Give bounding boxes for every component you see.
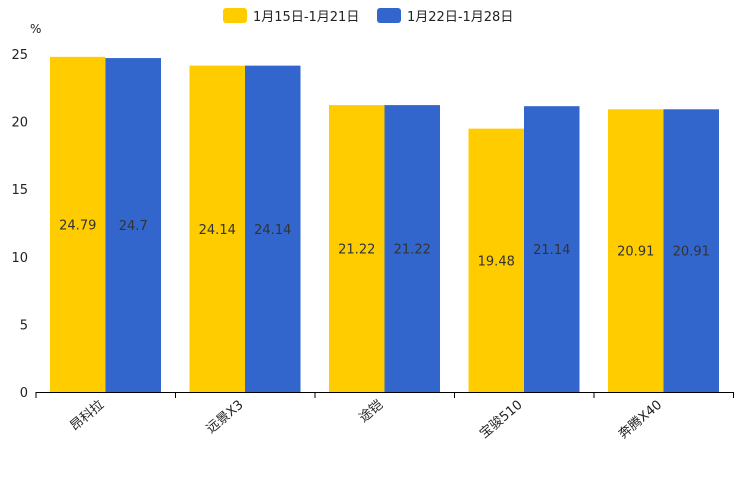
x-category-label: 远景X3: [204, 398, 247, 437]
y-tick-label: 15: [11, 183, 28, 198]
bar-s2-5[interactable]: [663, 109, 720, 392]
bar-s1-2[interactable]: [189, 65, 246, 392]
y-tick-label: 20: [11, 116, 28, 131]
y-tick-label: 5: [20, 318, 28, 333]
x-category-label: 途铠: [356, 397, 386, 426]
data-label: 21.22: [394, 243, 431, 258]
x-category-label: 宝骏510: [477, 398, 526, 442]
data-label: 24.79: [59, 218, 96, 233]
data-label: 20.91: [673, 245, 710, 260]
data-label: 21.14: [533, 243, 570, 258]
legend-swatch-2[interactable]: [377, 8, 401, 23]
bar-s1-1[interactable]: [50, 56, 106, 392]
data-label: 24.14: [199, 223, 236, 238]
bars: 24.79 24.7 24.14 24.14 21.22 21.22 19.48 21.14 2…: [50, 56, 720, 393]
data-label: 24.14: [254, 223, 291, 238]
data-label: 19.48: [478, 254, 515, 269]
bar-s1-5[interactable]: [608, 109, 664, 392]
y-tick-label: 10: [11, 251, 28, 266]
data-label: 20.91: [617, 245, 654, 260]
x-axis: 昂科拉 远景X3 途铠 宝骏510 奔腾X40: [35, 392, 734, 442]
legend-label-2[interactable]: 1月22日-1月28日: [407, 10, 513, 25]
legend: 1月15日-1月21日 1月22日-1月28日: [223, 8, 513, 25]
x-category-label: 奔腾X40: [615, 397, 665, 442]
bar-s1-3[interactable]: [329, 105, 385, 393]
y-axis: 0 5 10 15 20 25: [11, 48, 28, 401]
data-label: 21.22: [338, 243, 375, 258]
bar-s2-1[interactable]: [105, 58, 162, 392]
x-category-label: 昂科拉: [68, 398, 108, 435]
bar-s2-2[interactable]: [245, 65, 301, 392]
bar-s2-4[interactable]: [524, 106, 580, 393]
legend-swatch-1[interactable]: [223, 8, 247, 23]
y-tick-label: 0: [20, 386, 28, 401]
legend-label-1[interactable]: 1月15日-1月21日: [253, 10, 359, 25]
bar-s1-4[interactable]: [468, 128, 525, 392]
y-tick-label: 25: [11, 48, 28, 63]
y-axis-unit-label: %: [30, 22, 41, 36]
data-label: 24.7: [119, 219, 148, 234]
bar-s2-3[interactable]: [384, 105, 441, 393]
